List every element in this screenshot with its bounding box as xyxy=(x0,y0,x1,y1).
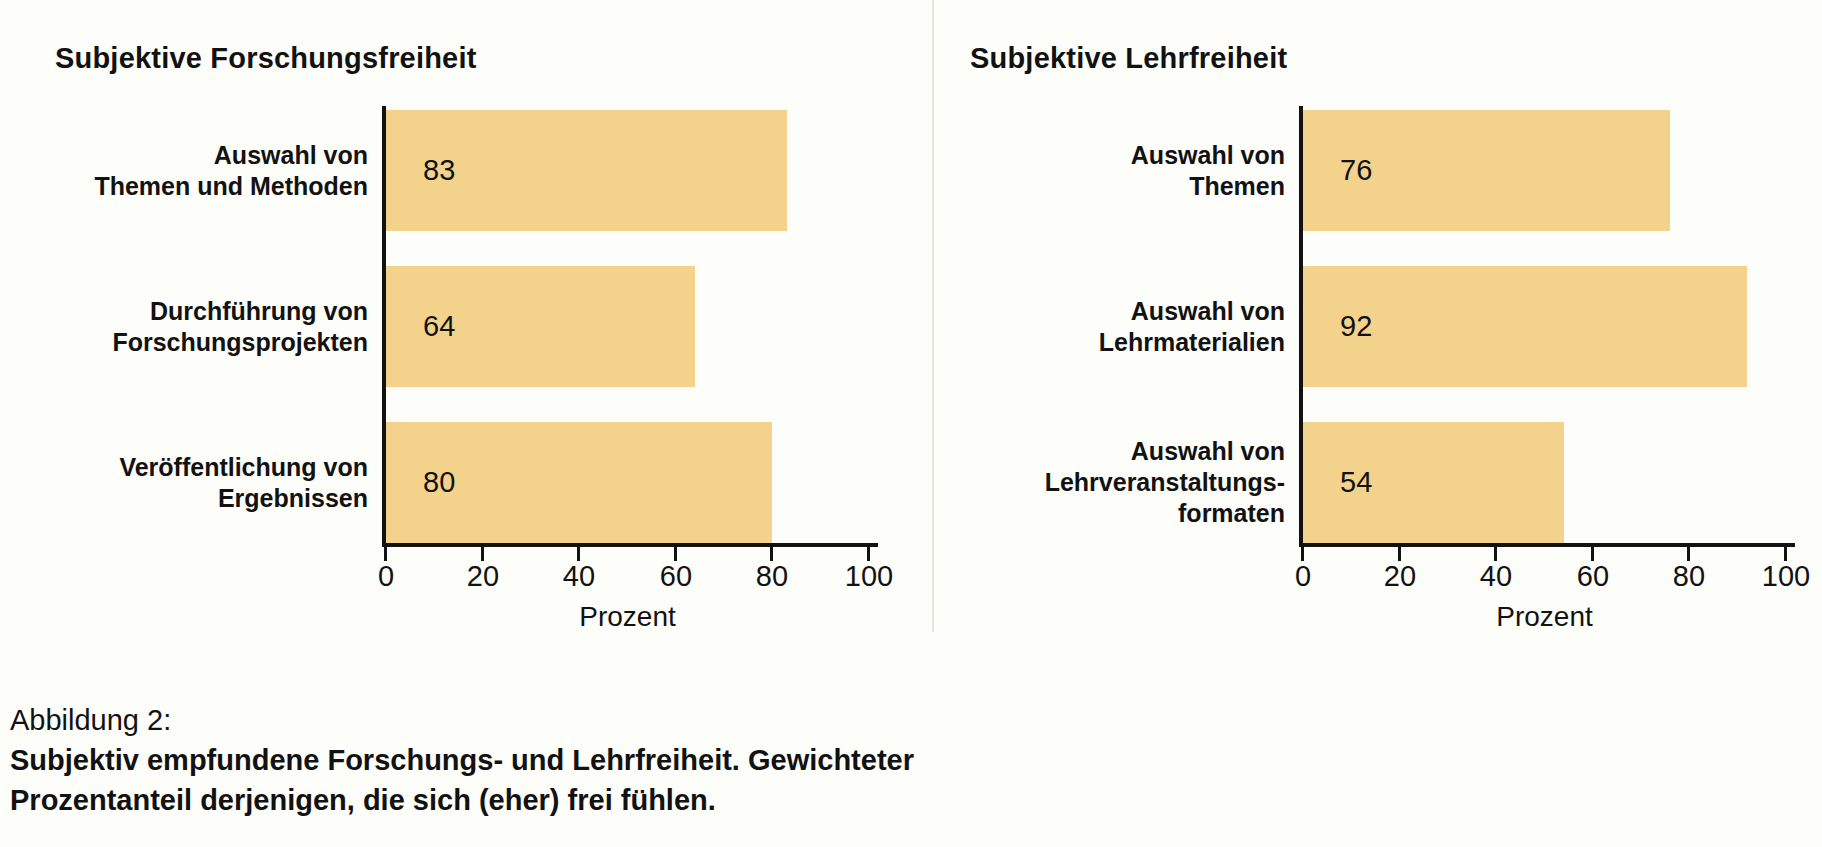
x-axis-tick xyxy=(770,547,773,561)
x-axis-tick-label: 20 xyxy=(438,560,528,593)
x-axis-tick-label: 40 xyxy=(534,560,624,593)
bar-value-label: 54 xyxy=(1340,422,1372,543)
x-axis-label: Prozent xyxy=(386,601,869,633)
x-axis-tick-label: 60 xyxy=(1548,560,1638,593)
category-label: Durchführung von Forschungsprojekten xyxy=(28,296,368,358)
bar-value-label: 92 xyxy=(1340,266,1372,387)
bar-value-label: 80 xyxy=(423,422,455,543)
x-axis-tick xyxy=(1784,547,1787,561)
panel-divider xyxy=(932,0,934,632)
x-axis-line xyxy=(1299,543,1795,547)
x-axis-tick-label: 0 xyxy=(1258,560,1348,593)
x-axis-tick xyxy=(1687,547,1690,561)
x-axis-tick-label: 100 xyxy=(1741,560,1822,593)
x-axis-tick xyxy=(384,547,387,561)
caption-text-line1: Subjektiv empfundene Forschungs- und Leh… xyxy=(10,740,914,780)
x-axis-tick xyxy=(1494,547,1497,561)
category-label: Auswahl von Lehrmaterialien xyxy=(945,296,1285,358)
figure-caption: Abbildung 2: Subjektiv empfundene Forsch… xyxy=(10,700,914,820)
bar-value-label: 64 xyxy=(423,266,455,387)
x-axis-tick xyxy=(1591,547,1594,561)
caption-text-line2: Prozentanteil derjenigen, die sich (eher… xyxy=(10,780,914,820)
x-axis-tick-label: 60 xyxy=(631,560,721,593)
left-chart-title: Subjektive Forschungsfreiheit xyxy=(55,40,477,76)
bar-value-label: 83 xyxy=(423,110,455,231)
category-label: Veröffentlichung von Ergebnissen xyxy=(28,452,368,514)
x-axis-line xyxy=(382,543,878,547)
x-axis-tick xyxy=(481,547,484,561)
x-axis-tick-label: 20 xyxy=(1355,560,1445,593)
caption-label: Abbildung 2: xyxy=(10,700,914,740)
x-axis-tick xyxy=(1398,547,1401,561)
x-axis-label: Prozent xyxy=(1303,601,1786,633)
category-label: Auswahl von Lehrveranstaltungs- formaten xyxy=(945,436,1285,529)
x-axis-tick-label: 0 xyxy=(341,560,431,593)
x-axis-tick-label: 80 xyxy=(1644,560,1734,593)
figure-canvas: Subjektive Forschungsfreiheit Subjektive… xyxy=(0,0,1822,847)
x-axis-tick xyxy=(674,547,677,561)
x-axis-tick xyxy=(577,547,580,561)
right-chart-title: Subjektive Lehrfreiheit xyxy=(970,40,1287,76)
x-axis-tick-label: 100 xyxy=(824,560,914,593)
x-axis-tick-label: 80 xyxy=(727,560,817,593)
bar-value-label: 76 xyxy=(1340,110,1372,231)
x-axis-tick xyxy=(1301,547,1304,561)
x-axis-tick xyxy=(867,547,870,561)
category-label: Auswahl von Themen und Methoden xyxy=(28,140,368,202)
x-axis-tick-label: 40 xyxy=(1451,560,1541,593)
category-label: Auswahl von Themen xyxy=(945,140,1285,202)
